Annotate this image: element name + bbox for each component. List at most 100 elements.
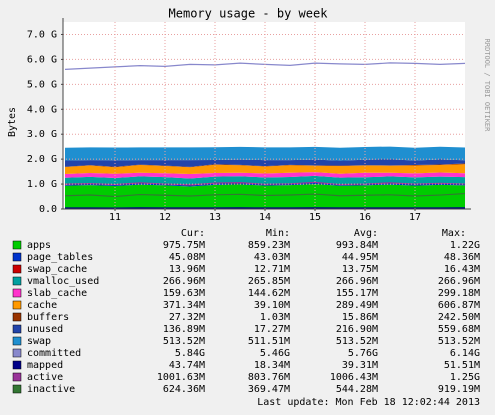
legend-stat: 559.68M (438, 324, 480, 335)
legend-stat: 859.23M (248, 240, 290, 251)
legend-swatch (12, 312, 22, 322)
legend-swatch (12, 252, 22, 262)
legend-header: Avg: (354, 228, 378, 239)
x-tick-label: 13 (209, 212, 221, 223)
legend-label: inactive (27, 384, 75, 395)
legend-stat: 266.96M (438, 276, 480, 287)
legend-stat: 513.52M (163, 336, 205, 347)
legend-label: swap_cache (27, 264, 87, 275)
legend-stat: 1.22G (450, 240, 480, 251)
legend-label: swap (27, 336, 51, 347)
y-tick-label: 2.0 G (27, 154, 57, 165)
legend-stat: 5.84G (175, 348, 205, 359)
legend-stat: 43.03M (254, 252, 290, 263)
y-tick-label: 4.0 G (27, 104, 57, 115)
legend-swatch (12, 240, 22, 250)
legend-stat: 39.31M (342, 360, 378, 371)
legend-stat: 48.36M (444, 252, 480, 263)
y-tick-label: 1.0 G (27, 179, 57, 190)
legend-stat: 12.71M (254, 264, 290, 275)
legend-swatch (12, 324, 22, 334)
legend-stat: 44.95M (342, 252, 378, 263)
legend-stat: 266.96M (163, 276, 205, 287)
legend-swatch (12, 360, 22, 370)
legend-stat: 27.32M (169, 312, 205, 323)
legend-stat: 18.34M (254, 360, 290, 371)
legend-stat: 1001.63M (157, 372, 205, 383)
legend-label: page_tables (27, 252, 93, 263)
legend-label: committed (27, 348, 81, 359)
legend-swatch (12, 336, 22, 346)
legend-stat: 371.34M (163, 300, 205, 311)
legend-stat: 1006.43M (330, 372, 378, 383)
x-tick-label: 15 (309, 212, 321, 223)
legend-stat: 544.28M (336, 384, 378, 395)
legend-stat: 6.14G (450, 348, 480, 359)
legend-swatch (12, 300, 22, 310)
x-tick-label: 17 (409, 212, 421, 223)
legend-label: mapped (27, 360, 63, 371)
legend-stat: 511.51M (248, 336, 290, 347)
y-tick-label: 0.0 (39, 204, 57, 215)
legend-stat: 919.19M (438, 384, 480, 395)
x-tick-label: 16 (359, 212, 371, 223)
legend-stat: 266.96M (336, 276, 378, 287)
legend-label: cache (27, 300, 57, 311)
legend-header: Cur: (181, 228, 205, 239)
legend-label: unused (27, 324, 63, 335)
legend-swatch (12, 264, 22, 274)
legend-stat: 975.75M (163, 240, 205, 251)
legend-stat: 51.51M (444, 360, 480, 371)
legend-stat: 216.90M (336, 324, 378, 335)
legend-stat: 993.84M (336, 240, 378, 251)
legend-swatch (12, 372, 22, 382)
legend-label: buffers (27, 312, 69, 323)
legend-stat: 144.62M (248, 288, 290, 299)
legend-stat: 299.18M (438, 288, 480, 299)
legend-stat: 136.89M (163, 324, 205, 335)
legend-stat: 45.08M (169, 252, 205, 263)
legend-stat: 5.46G (260, 348, 290, 359)
line (64, 192, 465, 198)
legend-stat: 1.25G (450, 372, 480, 383)
legend-stat: 16.43M (444, 264, 480, 275)
legend-stat: 624.36M (163, 384, 205, 395)
watermark: RRDTOOL / TOBI OETIKER (483, 39, 491, 133)
y-tick-label: 5.0 G (27, 79, 57, 90)
legend-stat: 5.76G (348, 348, 378, 359)
y-tick-label: 3.0 G (27, 129, 57, 140)
legend-stat: 13.96M (169, 264, 205, 275)
legend-stat: 803.76M (248, 372, 290, 383)
y-tick-label: 7.0 G (27, 29, 57, 40)
legend-stat: 15.86M (342, 312, 378, 323)
legend-stat: 159.63M (163, 288, 205, 299)
legend-stat: 369.47M (248, 384, 290, 395)
legend-stat: 155.17M (336, 288, 378, 299)
last-update: Last update: Mon Feb 18 12:02:44 2013 (257, 397, 480, 408)
x-tick-label: 14 (259, 212, 271, 223)
legend-swatch (12, 384, 22, 394)
stacked-area (65, 163, 465, 168)
y-tick-label: 6.0 G (27, 54, 57, 65)
legend-stat: 265.85M (248, 276, 290, 287)
legend-stat: 513.52M (438, 336, 480, 347)
x-tick-label: 11 (109, 212, 121, 223)
legend-label: active (27, 372, 63, 383)
legend-stat: 513.52M (336, 336, 378, 347)
legend-label: apps (27, 240, 51, 251)
legend-stat: 242.50M (438, 312, 480, 323)
y-axis-label: Bytes (7, 107, 18, 137)
legend-header: Max: (442, 228, 466, 239)
chart-title: Memory usage - by week (169, 7, 329, 21)
legend-swatch (12, 288, 22, 298)
legend-label: vmalloc_used (27, 276, 99, 287)
legend-swatch (12, 348, 22, 358)
legend-stat: 17.27M (254, 324, 290, 335)
legend-stat: 289.49M (336, 300, 378, 311)
legend-label: slab_cache (27, 288, 87, 299)
legend-stat: 43.74M (169, 360, 205, 371)
legend-swatch (12, 276, 22, 286)
legend-stat: 13.75M (342, 264, 378, 275)
